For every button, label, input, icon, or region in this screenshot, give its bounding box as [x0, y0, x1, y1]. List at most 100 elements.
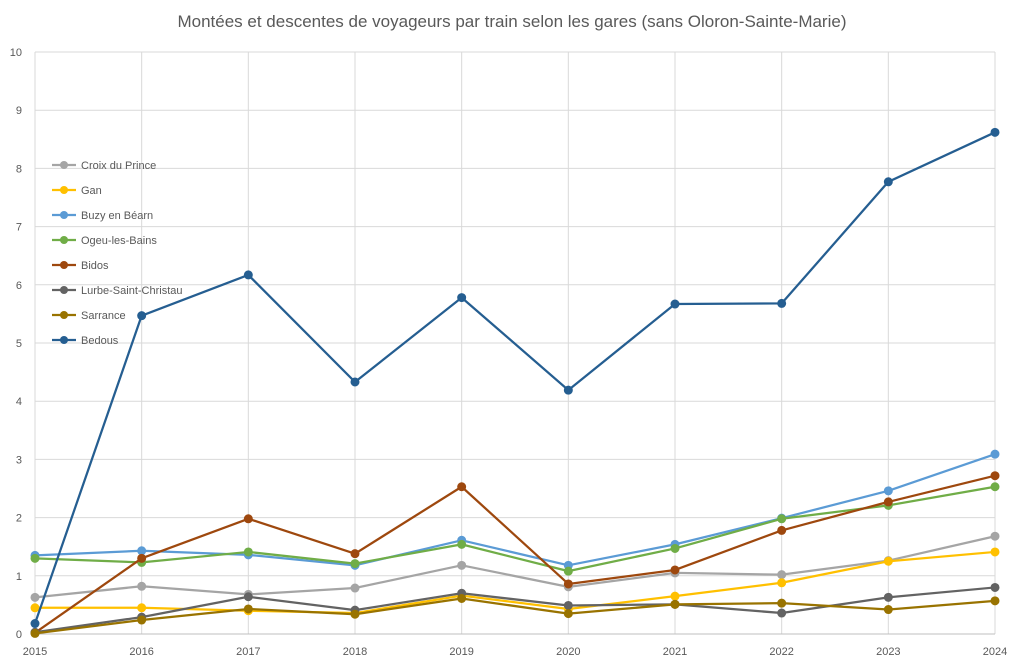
x-tick-label: 2019: [449, 646, 473, 658]
legend-label: Sarrance: [81, 310, 126, 322]
data-point: [30, 592, 40, 602]
legend-item: Sarrance: [52, 310, 126, 322]
data-point: [990, 531, 1000, 541]
data-point: [457, 482, 467, 492]
data-point: [670, 565, 680, 575]
data-point: [350, 559, 360, 569]
data-point: [670, 591, 680, 601]
series-5: [30, 582, 1000, 637]
data-point: [137, 603, 147, 613]
legend-label: Bidos: [81, 260, 109, 272]
data-point: [670, 299, 680, 309]
series-lines: [30, 127, 1000, 638]
legend-marker: [60, 211, 68, 219]
legend-marker: [60, 186, 68, 194]
y-tick-label: 2: [16, 513, 22, 525]
legend-marker: [60, 336, 68, 344]
data-point: [777, 570, 787, 580]
data-point: [990, 449, 1000, 459]
y-tick-label: 3: [16, 454, 22, 466]
series-0: [30, 531, 1000, 602]
data-point: [243, 514, 253, 524]
x-tick-label: 2016: [129, 646, 153, 658]
data-point: [563, 600, 573, 610]
x-tick-label: 2017: [236, 646, 260, 658]
legend-item: Ogeu-les-Bains: [52, 235, 157, 247]
data-point: [670, 543, 680, 553]
data-point: [30, 628, 40, 638]
x-tick-label: 2022: [769, 646, 793, 658]
data-point: [883, 486, 893, 496]
y-tick-label: 1: [16, 571, 22, 583]
legend-label: Gan: [81, 185, 102, 197]
data-point: [777, 298, 787, 308]
data-point: [457, 593, 467, 603]
data-point: [563, 579, 573, 589]
data-point: [777, 578, 787, 588]
x-tick-label: 2021: [663, 646, 687, 658]
y-tick-label: 7: [16, 222, 22, 234]
series-4: [30, 471, 1000, 638]
x-tick-label: 2023: [876, 646, 900, 658]
series-line: [35, 550, 996, 615]
series-line: [34, 597, 996, 635]
series-7: [30, 127, 1000, 629]
legend-marker: [60, 236, 68, 244]
legend-marker: [60, 261, 68, 269]
data-point: [990, 127, 1000, 137]
axes: 0 1 2 3 4 5 6 7 8 9 10 2015 2016 2017 2018 2019 2020 2021…: [10, 47, 1007, 658]
series-3: [30, 482, 1000, 576]
data-point: [670, 599, 680, 609]
legend-marker: [60, 161, 68, 169]
legend-item: Croix du Prince: [52, 160, 156, 172]
series-6: [30, 593, 1000, 638]
data-point: [990, 547, 1000, 557]
legend-item: Bedous: [52, 335, 119, 347]
data-point: [883, 556, 893, 566]
data-point: [777, 525, 787, 535]
y-tick-label: 6: [16, 280, 22, 292]
series-line: [34, 474, 996, 634]
data-point: [563, 609, 573, 619]
data-point: [777, 514, 787, 524]
legend-item: Buzy en Béarn: [52, 210, 153, 222]
data-point: [30, 619, 40, 629]
data-point: [137, 311, 147, 321]
x-tick-label: 2020: [556, 646, 580, 658]
data-point: [883, 605, 893, 615]
legend-label: Ogeu-les-Bains: [81, 235, 157, 247]
series-line: [34, 535, 996, 599]
legend-item: Bidos: [52, 260, 109, 272]
series-line: [34, 485, 996, 573]
legend-label: Croix du Prince: [81, 160, 156, 172]
data-point: [457, 539, 467, 549]
data-point: [350, 609, 360, 619]
data-point: [990, 471, 1000, 481]
data-point: [990, 596, 1000, 606]
legend-marker: [60, 311, 68, 319]
y-tick-label: 10: [10, 47, 22, 59]
series-line: [33, 131, 996, 624]
y-tick-label: 8: [16, 163, 22, 175]
data-point: [243, 270, 253, 280]
x-tick-label: 2024: [983, 646, 1007, 658]
chart-title: Montées et descentes de voyageurs par tr…: [177, 12, 846, 31]
y-tick-label: 9: [16, 105, 22, 117]
data-point: [883, 497, 893, 507]
legend-item: Gan: [52, 185, 102, 197]
data-point: [350, 377, 360, 387]
series-line: [34, 586, 996, 634]
legend-marker: [60, 286, 68, 294]
data-point: [457, 560, 467, 570]
data-point: [563, 566, 573, 576]
legend-label: Buzy en Béarn: [81, 210, 153, 222]
data-point: [883, 177, 893, 187]
data-point: [30, 603, 40, 613]
data-point: [457, 293, 467, 303]
legend: Croix du Prince Gan Buzy en Béarn Ogeu-les-…: [52, 160, 183, 347]
data-point: [777, 598, 787, 608]
x-tick-label: 2018: [343, 646, 367, 658]
data-point: [243, 592, 253, 602]
